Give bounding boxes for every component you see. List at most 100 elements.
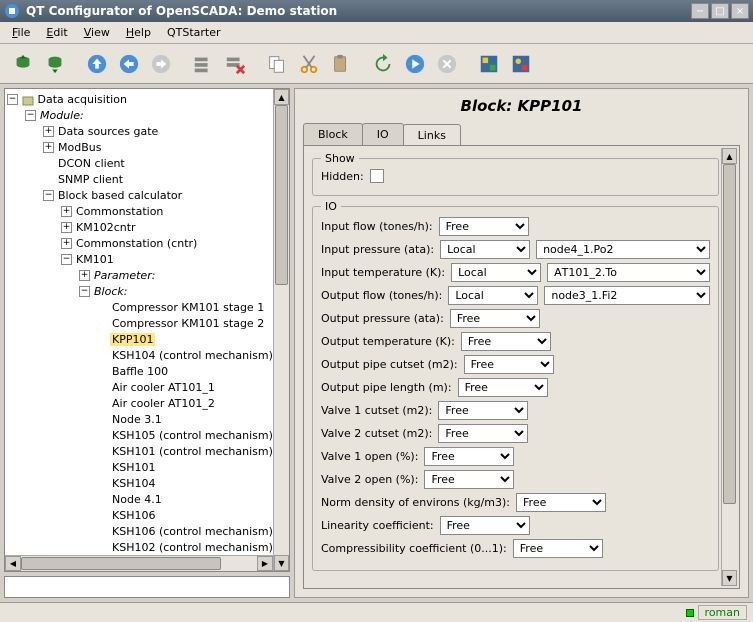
tree-label[interactable]: Node 3.1 bbox=[110, 413, 164, 426]
tree-scrollbar-h[interactable]: ◀ ▶ bbox=[5, 555, 273, 571]
cut-icon[interactable] bbox=[294, 49, 324, 79]
io-mode-select[interactable]: Local bbox=[448, 286, 538, 305]
tree-label[interactable]: KSH106 bbox=[110, 509, 157, 522]
expander-icon[interactable]: + bbox=[79, 270, 90, 281]
tree-node[interactable]: KSH104 (control mechanism) bbox=[7, 347, 287, 363]
expander-icon[interactable]: + bbox=[43, 126, 54, 137]
expander-icon[interactable]: − bbox=[43, 190, 54, 201]
io-mode-select[interactable]: Free bbox=[424, 447, 514, 466]
hidden-checkbox[interactable] bbox=[370, 169, 384, 183]
io-mode-select[interactable]: Free bbox=[438, 424, 528, 443]
io-mode-select[interactable]: Free bbox=[516, 493, 606, 512]
io-mode-select[interactable]: Free bbox=[439, 217, 529, 236]
scroll-up-icon[interactable]: ▲ bbox=[722, 148, 737, 164]
refresh-icon[interactable] bbox=[368, 49, 398, 79]
expander-icon[interactable]: − bbox=[79, 286, 90, 297]
del-item-icon[interactable] bbox=[220, 49, 250, 79]
scroll-left-icon[interactable]: ◀ bbox=[5, 556, 21, 571]
io-mode-select[interactable]: Free bbox=[513, 539, 603, 558]
tree-node[interactable]: SNMP client bbox=[7, 171, 287, 187]
tree-view[interactable]: − Data acquisition−Module:+Data sources … bbox=[4, 88, 290, 572]
tree-label[interactable]: Air cooler AT101_2 bbox=[110, 397, 217, 410]
maximize-button[interactable]: □ bbox=[711, 3, 729, 19]
io-mode-select[interactable]: Free bbox=[450, 309, 540, 328]
tree-label[interactable]: Commonstation bbox=[74, 205, 165, 218]
up-icon[interactable] bbox=[82, 49, 112, 79]
io-mode-select[interactable]: Free bbox=[438, 401, 528, 420]
expander-icon[interactable]: − bbox=[61, 254, 72, 265]
paste-icon[interactable] bbox=[326, 49, 356, 79]
start-icon[interactable] bbox=[400, 49, 430, 79]
tree-node[interactable]: +ModBus bbox=[7, 139, 287, 155]
tab-links[interactable]: Links bbox=[403, 124, 461, 146]
tree-label[interactable]: KM101 bbox=[74, 253, 116, 266]
add-item-icon[interactable] bbox=[188, 49, 218, 79]
forward-icon[interactable] bbox=[146, 49, 176, 79]
tree-node[interactable]: Compressor КМ101 stage 1 bbox=[7, 299, 287, 315]
scroll-down-icon[interactable]: ▼ bbox=[274, 555, 289, 571]
tree-node[interactable]: KSH101 bbox=[7, 459, 287, 475]
io-mode-select[interactable]: Free bbox=[424, 470, 514, 489]
tree-node[interactable]: +Parameter: bbox=[7, 267, 287, 283]
tree-node[interactable]: DCON client bbox=[7, 155, 287, 171]
tree-label[interactable]: Parameter: bbox=[92, 269, 157, 282]
tree-label[interactable]: Air cooler AT101_1 bbox=[110, 381, 217, 394]
tree-label[interactable]: KSH104 bbox=[110, 477, 157, 490]
menu-help[interactable]: Help bbox=[118, 22, 159, 43]
tree-scrollbar-v[interactable]: ▲ ▼ bbox=[273, 89, 289, 571]
tree-label[interactable]: Block based calculator bbox=[56, 189, 184, 202]
stop-icon[interactable] bbox=[432, 49, 462, 79]
tree-label[interactable]: KSH101 bbox=[110, 461, 157, 474]
close-button[interactable]: × bbox=[731, 3, 749, 19]
tree-node[interactable]: Separator C101/2 bbox=[7, 571, 287, 572]
scroll-thumb[interactable] bbox=[275, 105, 288, 285]
tree-label[interactable]: KSH102 (control mechanism) bbox=[110, 541, 275, 554]
tool1-icon[interactable] bbox=[474, 49, 504, 79]
status-user[interactable]: roman bbox=[698, 605, 747, 620]
io-value-select[interactable]: node4_1.Po2 bbox=[536, 240, 710, 259]
tree-label[interactable]: KSH104 (control mechanism) bbox=[110, 349, 275, 362]
path-input[interactable] bbox=[4, 576, 290, 598]
menu-view[interactable]: View bbox=[76, 22, 118, 43]
tree-node[interactable]: +Commonstation bbox=[7, 203, 287, 219]
expander-icon[interactable]: + bbox=[61, 238, 72, 249]
scroll-down-icon[interactable]: ▼ bbox=[722, 570, 737, 586]
tree-node[interactable]: KSH106 (control mechanism) bbox=[7, 523, 287, 539]
expander-icon[interactable]: + bbox=[61, 222, 72, 233]
copy-icon[interactable] bbox=[262, 49, 292, 79]
scroll-right-icon[interactable]: ▶ bbox=[257, 556, 273, 571]
tree-node[interactable]: − Data acquisition bbox=[7, 91, 287, 107]
tree-label[interactable]: KM102cntr bbox=[74, 221, 138, 234]
scroll-thumb[interactable] bbox=[723, 164, 736, 504]
tree-label[interactable]: Block: bbox=[92, 285, 129, 298]
expander-icon[interactable]: − bbox=[7, 94, 18, 105]
tree-label[interactable]: Data sources gate bbox=[56, 125, 160, 138]
tree-label[interactable]: KSH105 (control mechanism) bbox=[110, 429, 275, 442]
expander-icon[interactable]: − bbox=[25, 110, 36, 121]
menu-file[interactable]: File bbox=[4, 22, 38, 43]
tree-node[interactable]: Air cooler AT101_2 bbox=[7, 395, 287, 411]
io-value-select[interactable]: node3_1.Fi2 bbox=[544, 286, 710, 305]
tree-label[interactable]: Module: bbox=[38, 109, 86, 122]
tree-label[interactable]: KSH101 (control mechanism) bbox=[110, 445, 275, 458]
scroll-up-icon[interactable]: ▲ bbox=[274, 89, 289, 105]
io-mode-select[interactable]: Local bbox=[440, 240, 530, 259]
tree-label[interactable]: Commonstation (cntr) bbox=[74, 237, 199, 250]
tree-label[interactable]: Baffle 100 bbox=[110, 365, 170, 378]
tree-label[interactable]: Node 4.1 bbox=[110, 493, 164, 506]
expander-icon[interactable]: + bbox=[43, 142, 54, 153]
tree-label[interactable]: SNMP client bbox=[56, 173, 125, 186]
tree-label[interactable]: Compressor КМ101 stage 1 bbox=[110, 301, 266, 314]
tool2-icon[interactable] bbox=[506, 49, 536, 79]
save-db-icon[interactable] bbox=[40, 49, 70, 79]
back-icon[interactable] bbox=[114, 49, 144, 79]
tree-label[interactable]: Compressor КМ101 stage 2 bbox=[110, 317, 266, 330]
tree-node[interactable]: −KM101 bbox=[7, 251, 287, 267]
io-mode-select[interactable]: Local bbox=[451, 263, 541, 282]
io-value-select[interactable]: АТ101_2.To bbox=[547, 263, 710, 282]
minimize-button[interactable]: − bbox=[691, 3, 709, 19]
tree-node[interactable]: KSH102 (control mechanism) bbox=[7, 539, 287, 555]
tree-node[interactable]: Node 4.1 bbox=[7, 491, 287, 507]
tab-block[interactable]: Block bbox=[303, 123, 363, 145]
tree-node[interactable]: −Block based calculator bbox=[7, 187, 287, 203]
